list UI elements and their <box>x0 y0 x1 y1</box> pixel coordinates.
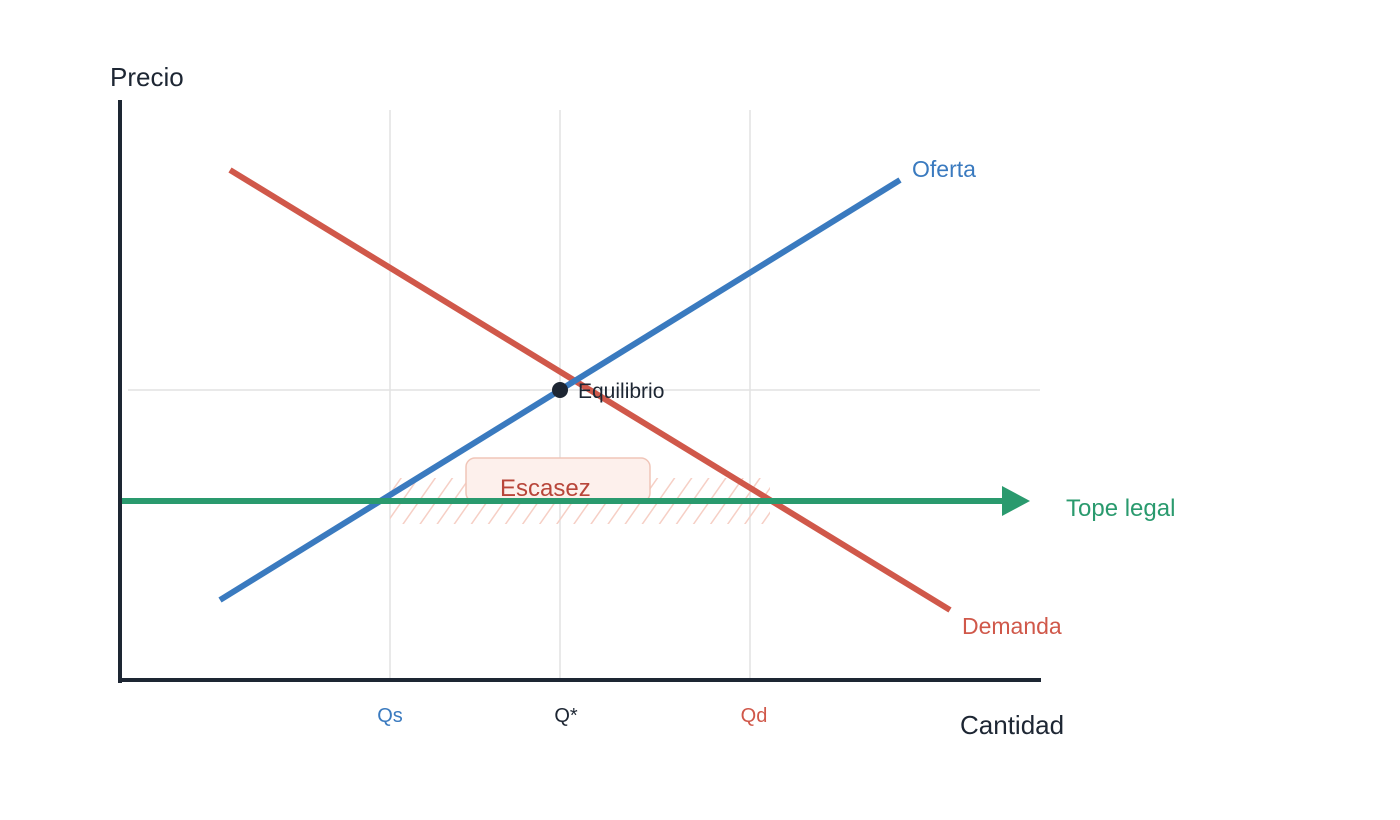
demand-curve <box>228 167 952 613</box>
tick-label-qs: Qs <box>377 705 403 727</box>
equilibrium-point <box>552 382 568 398</box>
demand-label: Demanda <box>962 613 1062 639</box>
x-axis-label: Cantidad <box>960 710 1064 740</box>
price-ceiling-label: Tope legal <box>1066 495 1175 522</box>
shortage-label: Escasez <box>500 475 591 502</box>
gridlines <box>128 110 1040 680</box>
supply-label: Oferta <box>912 156 976 182</box>
price-ceiling-arrowhead <box>1002 486 1030 516</box>
y-axis-label: Precio <box>110 62 184 92</box>
equilibrium-label: Equilibrio <box>578 380 664 403</box>
tick-label-qstar: Q* <box>554 705 578 727</box>
tick-label-qd: Qd <box>741 705 768 727</box>
